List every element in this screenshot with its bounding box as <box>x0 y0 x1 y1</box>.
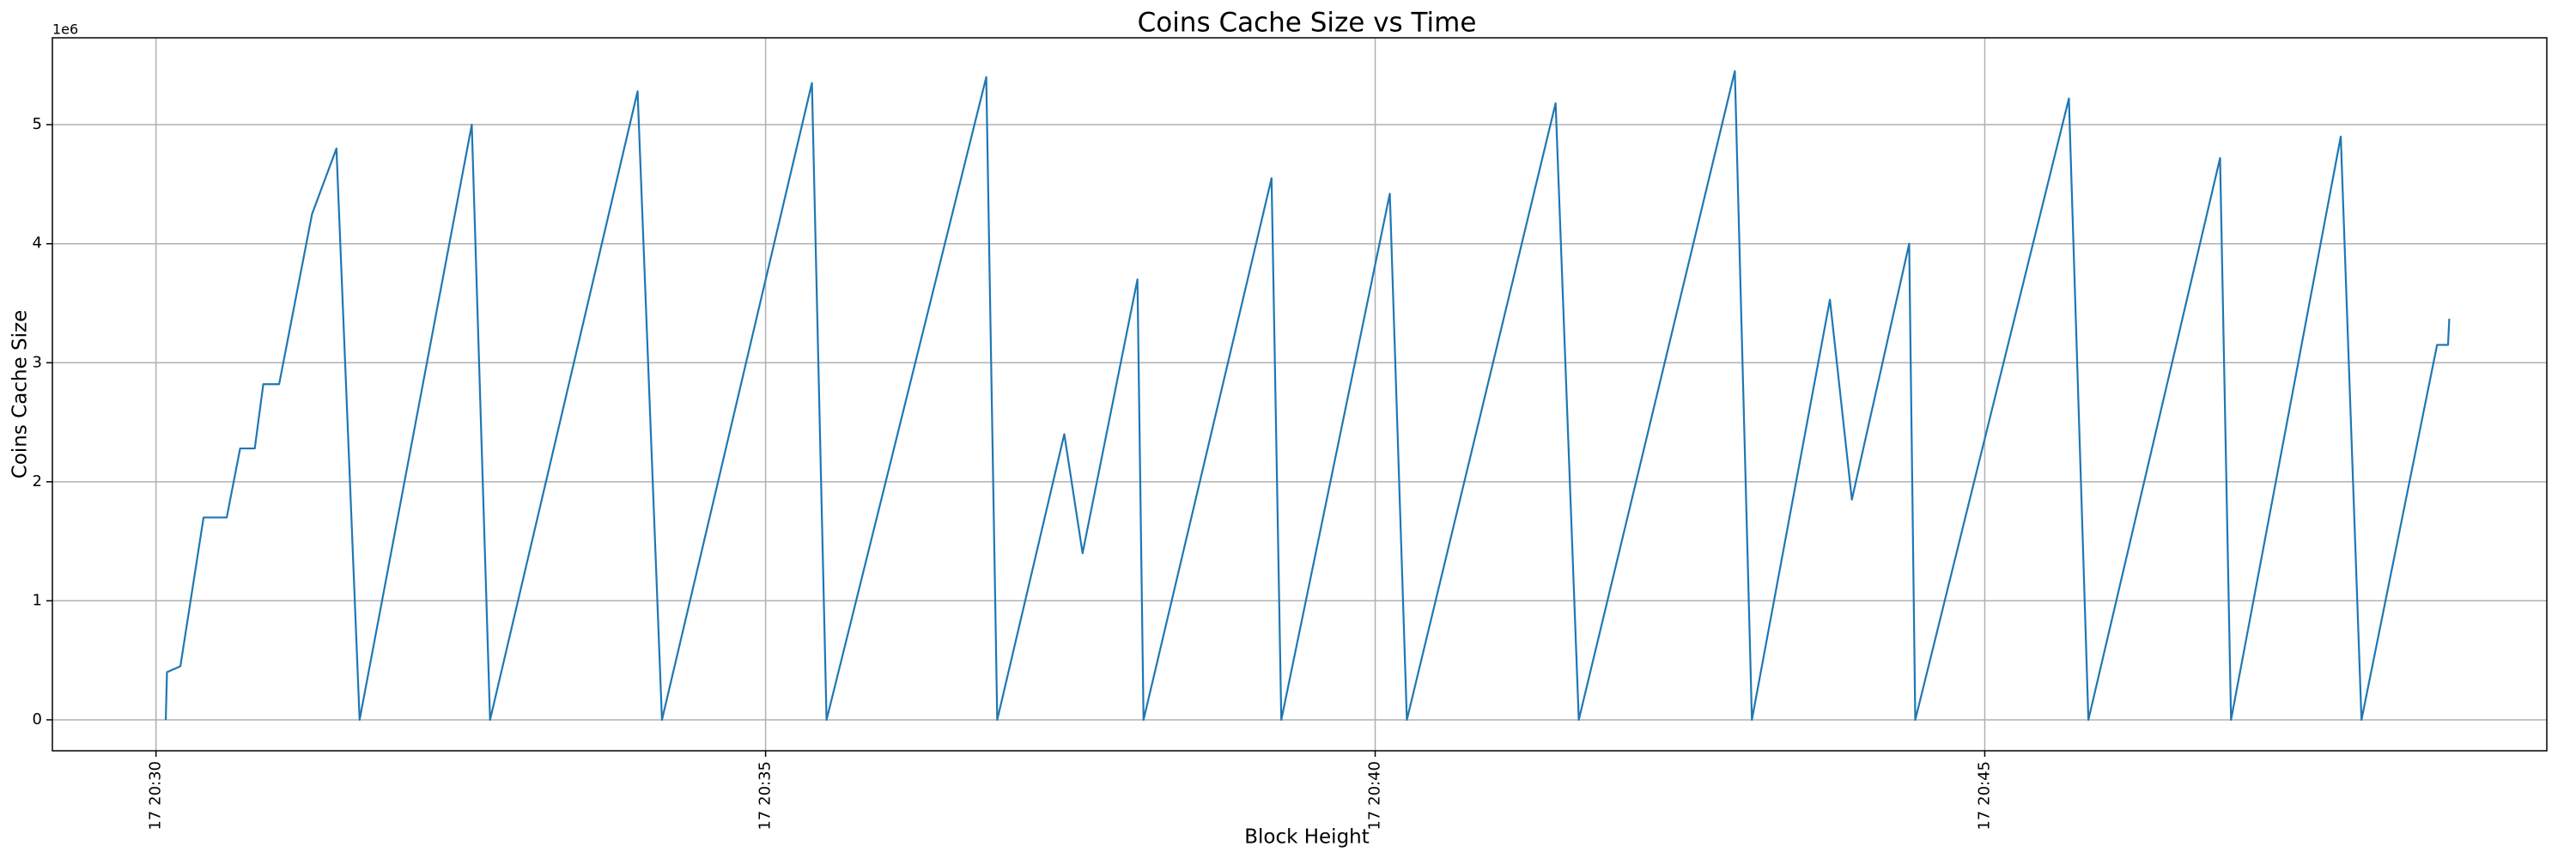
y-axis-label: Coins Cache Size <box>9 310 32 478</box>
y-tick-label: 3 <box>33 353 42 371</box>
x-tick-label: 17 20:45 <box>1975 761 1993 831</box>
y-tick-label: 4 <box>33 235 42 253</box>
y-tick-label: 2 <box>33 472 42 490</box>
x-axis-label: Block Height <box>1244 826 1370 849</box>
data-line <box>164 70 2451 722</box>
plot-frame <box>52 37 2548 752</box>
x-tick-label: 17 20:35 <box>756 761 775 831</box>
chart-title: Coins Cache Size vs Time <box>1138 8 1477 39</box>
y-tick-label: 0 <box>33 710 42 728</box>
y-tick-label: 1 <box>33 591 42 609</box>
y-offset-label: 1e6 <box>52 21 78 38</box>
y-tick-label: 5 <box>33 115 42 133</box>
x-tick-label: 17 20:40 <box>1366 761 1384 831</box>
x-tick-label: 17 20:30 <box>147 761 165 831</box>
